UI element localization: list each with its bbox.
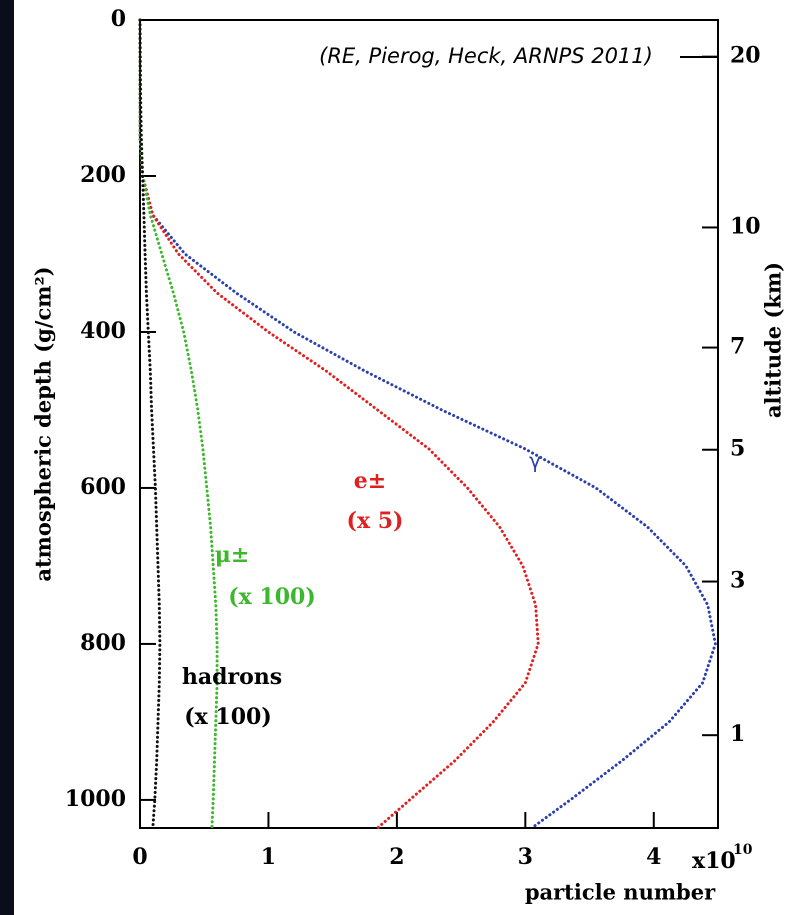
y2-tick-label: 3 — [730, 568, 745, 594]
y2-tick-label: 20 — [730, 43, 761, 69]
series-scale-label: (x 5) — [347, 508, 404, 534]
y-tick-label: 200 — [80, 162, 126, 188]
series-line — [138, 18, 219, 830]
y2-tick-label: 5 — [730, 436, 745, 462]
y2-tick-label: 10 — [730, 213, 761, 239]
series-scale-label: (x 100) — [184, 704, 272, 730]
y2-tick-label: 7 — [730, 334, 745, 360]
x-tick-label: 4 — [646, 844, 661, 870]
annotation: (RE, Pierog, Heck, ARNPS 2011) — [319, 44, 653, 68]
series-label: hadrons — [182, 664, 282, 690]
y-tick-label: 1000 — [65, 786, 126, 812]
x-tick-label: 2 — [389, 844, 404, 870]
y-tick-label: 800 — [80, 630, 126, 656]
series-label: γ — [529, 449, 541, 473]
x-tick-label: 0 — [132, 844, 147, 870]
y2-tick-label: 1 — [730, 721, 745, 747]
series-label: e± — [354, 468, 386, 494]
plot-frame — [139, 19, 719, 829]
series-label: μ± — [215, 542, 250, 568]
x-axis-label: particle number — [525, 880, 716, 905]
y-tick-label: 0 — [111, 6, 126, 32]
x-tick-label: 1 — [261, 844, 276, 870]
x-tick-label: 3 — [518, 844, 533, 870]
series-line — [138, 18, 162, 830]
x-scale-base: x10 — [692, 848, 736, 874]
x-scale-exponent: 10 — [733, 842, 753, 858]
y-tick-label: 400 — [80, 318, 126, 344]
y-axis-label: atmospheric depth (g/cm²) — [31, 266, 56, 581]
y-tick-label: 600 — [80, 474, 126, 500]
panel — [14, 0, 795, 915]
y2-axis-label: altitude (km) — [761, 262, 786, 418]
series-scale-label: (x 100) — [228, 584, 316, 610]
